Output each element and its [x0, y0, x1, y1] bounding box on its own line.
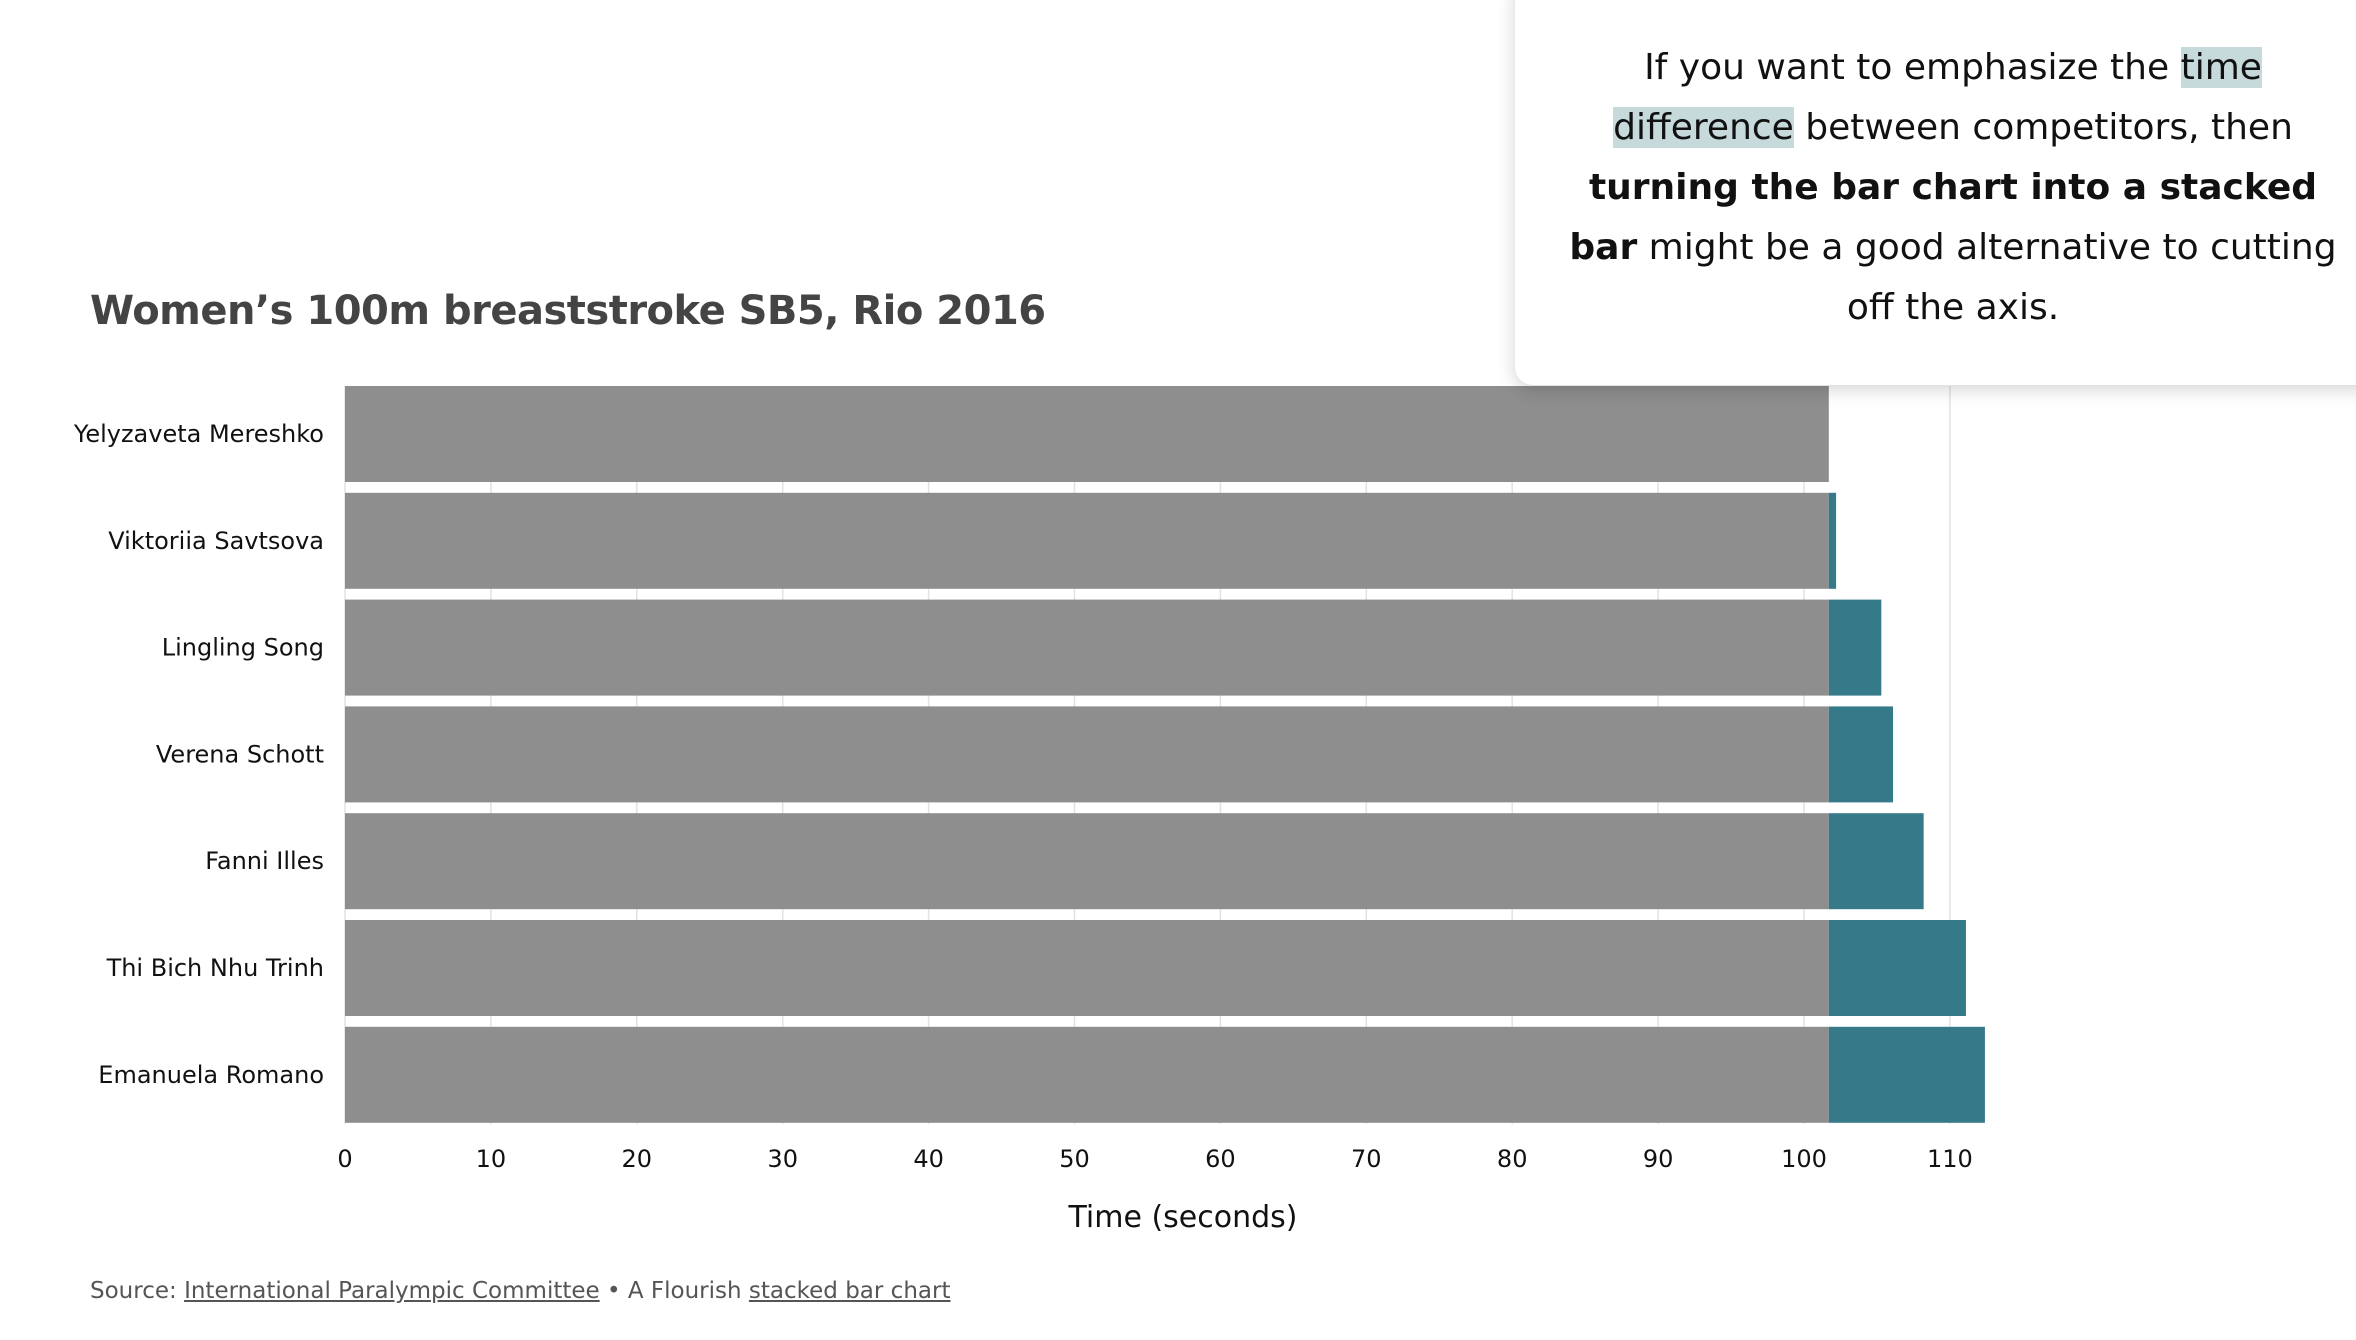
bar-base-time	[345, 813, 1829, 910]
bar-time-difference	[1828, 599, 1882, 696]
callout-text-3: might be a good alternative to cutting o…	[1637, 227, 2337, 328]
callout-text-1: If you want to emphasize the	[1644, 47, 2181, 88]
chart-title: Women’s 100m breaststroke SB5, Rio 2016	[90, 288, 1046, 334]
bar-base-time	[345, 599, 1829, 696]
category-label: Verena Schott	[156, 740, 324, 768]
category-label: Lingling Song	[162, 634, 324, 662]
source-link[interactable]: International Paralympic Committee	[184, 1278, 600, 1304]
x-tick-label: 40	[913, 1145, 944, 1173]
x-tick-label: 50	[1059, 1145, 1090, 1173]
category-label: Viktoriia Savtsova	[108, 527, 324, 555]
x-tick-label: 30	[767, 1145, 798, 1173]
source-footer: Source: International Paralympic Committ…	[90, 1278, 950, 1304]
x-tick-label: 80	[1497, 1145, 1528, 1173]
bar-base-time	[345, 706, 1829, 803]
category-label: Emanuela Romano	[98, 1061, 324, 1089]
annotation-callout: If you want to emphasize the time differ…	[1515, 0, 2356, 385]
category-label: Fanni Illes	[205, 847, 324, 875]
bar-base-time	[345, 920, 1829, 1016]
bar-time-difference	[1828, 1026, 1985, 1123]
chart-type-link[interactable]: stacked bar chart	[748, 1278, 951, 1304]
x-tick-labels: 0 10 20 30 40 50 60 70 80 90 100 110	[337, 1145, 1972, 1173]
x-tick-label: 10	[476, 1145, 507, 1173]
footer-middle: • A Flourish	[599, 1278, 749, 1304]
bar-base-time	[345, 386, 1829, 482]
bar-base-time	[345, 1026, 1829, 1123]
bar-time-difference	[1828, 920, 1966, 1016]
x-tick-label: 90	[1643, 1145, 1674, 1173]
x-tick-label: 20	[622, 1145, 653, 1173]
bar-time-difference	[1828, 813, 1924, 910]
x-tick-label: 70	[1351, 1145, 1382, 1173]
bar-time-difference	[1828, 706, 1893, 803]
callout-text-2: between competitors, then	[1793, 107, 2293, 148]
x-tick-label: 60	[1205, 1145, 1236, 1173]
category-label: Yelyzaveta Mereshko	[73, 420, 324, 448]
x-tick-label: 110	[1927, 1145, 1973, 1173]
bars	[345, 386, 1985, 1123]
category-label: Thi Bich Nhu Trinh	[106, 954, 324, 982]
callout-bold: turning the bar chart into a stacked bar	[1569, 167, 2318, 268]
bar-base-time	[345, 492, 1829, 589]
x-tick-label: 0	[337, 1145, 352, 1173]
bar-time-difference	[1828, 492, 1837, 589]
x-tick-label: 100	[1781, 1145, 1827, 1173]
source-prefix: Source:	[90, 1278, 185, 1304]
x-axis-title: Time (seconds)	[1068, 1200, 1298, 1235]
category-labels: Yelyzaveta Mereshko Viktoriia Savtsova Lin…	[73, 420, 324, 1089]
